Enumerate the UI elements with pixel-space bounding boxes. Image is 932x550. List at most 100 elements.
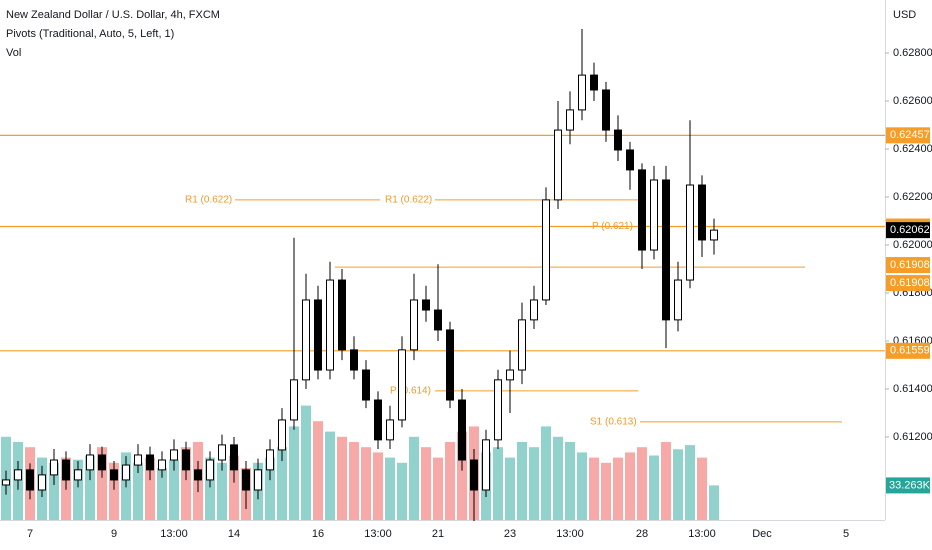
candle-body — [674, 279, 682, 321]
volume-tag-label: 33.263K — [889, 479, 931, 491]
volume-bar — [385, 457, 395, 520]
x-tick-label: 14 — [228, 528, 240, 540]
volume-bar — [109, 462, 119, 520]
volume-bar — [145, 457, 155, 520]
candle-body — [110, 469, 118, 481]
candle-body — [338, 279, 346, 351]
currency-label: USD — [893, 9, 916, 21]
candle-body — [158, 459, 166, 471]
volume-bar — [493, 447, 503, 520]
candle-body — [374, 399, 382, 441]
volume-bar — [181, 447, 191, 520]
candle-body — [326, 279, 334, 371]
candle-body — [206, 459, 214, 481]
candle-body — [710, 229, 718, 241]
volume-bar — [661, 442, 671, 520]
candle-body — [482, 439, 490, 491]
volume-bar — [613, 457, 623, 520]
candle-body — [302, 299, 310, 381]
price-tag — [886, 127, 930, 144]
candle-body — [50, 459, 58, 476]
x-tick-label: 23 — [504, 528, 516, 540]
pivot-label: P (0.621) — [592, 221, 633, 232]
y-tick-label: 0.62400 — [893, 143, 932, 155]
price-tag-label: 0.62062 — [890, 224, 930, 236]
x-tick-label: 13:00 — [160, 528, 188, 540]
volume-bar — [157, 468, 167, 520]
volume-bar — [133, 462, 143, 520]
volume-bar — [529, 447, 539, 520]
candle-body — [698, 184, 706, 241]
volume-bar — [397, 462, 407, 520]
candle-body — [122, 464, 130, 481]
x-tick-label: Dec — [752, 528, 772, 540]
candle-body — [566, 109, 574, 131]
volume-bar — [73, 459, 83, 520]
y-tick-label: 0.61400 — [893, 383, 932, 395]
candle-body — [74, 469, 82, 481]
volume-bar — [673, 449, 683, 520]
y-tick-label: 0.62800 — [893, 47, 932, 59]
volume-bar — [541, 426, 551, 520]
candle-body — [182, 449, 190, 471]
x-tick-label: 28 — [636, 528, 648, 540]
volume-bar — [301, 405, 311, 520]
candle-body — [506, 369, 514, 381]
candle-body — [590, 74, 598, 91]
pivot-label: S1 (0.613) — [590, 416, 637, 427]
candle-body — [230, 444, 238, 471]
indicator-label: Vol — [6, 47, 21, 59]
volume-bar — [589, 457, 599, 520]
volume-bar — [421, 447, 431, 520]
candle-body — [542, 199, 550, 301]
candle-body — [554, 129, 562, 201]
candle-body — [350, 349, 358, 371]
pivot-label: R1 (0.622) — [385, 195, 432, 206]
price-tag — [886, 342, 930, 359]
volume-bar — [553, 436, 563, 520]
volume-bar — [289, 426, 299, 520]
volume-bar — [445, 442, 455, 520]
price-tag-label: 0.61908 — [890, 259, 930, 271]
volume-bar — [265, 457, 275, 520]
candle-body — [278, 419, 286, 451]
candle-body — [14, 469, 22, 481]
candle-body — [266, 449, 274, 471]
candle-body — [2, 479, 10, 486]
price-tag-label: 0.62457 — [890, 129, 930, 141]
price-tag — [886, 257, 930, 274]
candle-body — [470, 459, 478, 491]
volume-bar — [685, 445, 695, 520]
volume-bar — [205, 457, 215, 520]
price-tag-label: 0.61908 — [890, 277, 930, 289]
volume-bar — [313, 421, 323, 520]
volume-bar — [565, 442, 575, 520]
y-tick-label: 0.62000 — [893, 239, 932, 251]
candle-body — [146, 454, 154, 471]
x-tick-label: 13:00 — [556, 528, 584, 540]
volume-bar — [349, 442, 359, 520]
x-tick-label: 9 — [111, 528, 117, 540]
volume-bar — [505, 457, 515, 520]
candle-body — [434, 309, 442, 331]
volume-bar — [169, 459, 179, 520]
candle-body — [638, 169, 646, 251]
volume-bar — [373, 452, 383, 520]
x-tick-label: 16 — [312, 528, 324, 540]
volume-bar — [433, 457, 443, 520]
volume-bar — [697, 457, 707, 520]
volume-bar — [577, 452, 587, 520]
candle-body — [86, 454, 94, 471]
candle-body — [494, 379, 502, 441]
volume-bar — [361, 447, 371, 520]
volume-bar — [97, 447, 107, 520]
candle-body — [194, 469, 202, 481]
candle-body — [134, 454, 142, 466]
volume-bar — [337, 436, 347, 520]
x-tick-label: 13:00 — [364, 528, 392, 540]
candle-body — [26, 469, 34, 491]
candle-body — [650, 179, 658, 251]
candle-body — [578, 74, 586, 111]
indicator-label: Pivots (Traditional, Auto, 5, Left, 1) — [6, 28, 174, 40]
volume-bar — [457, 431, 467, 520]
